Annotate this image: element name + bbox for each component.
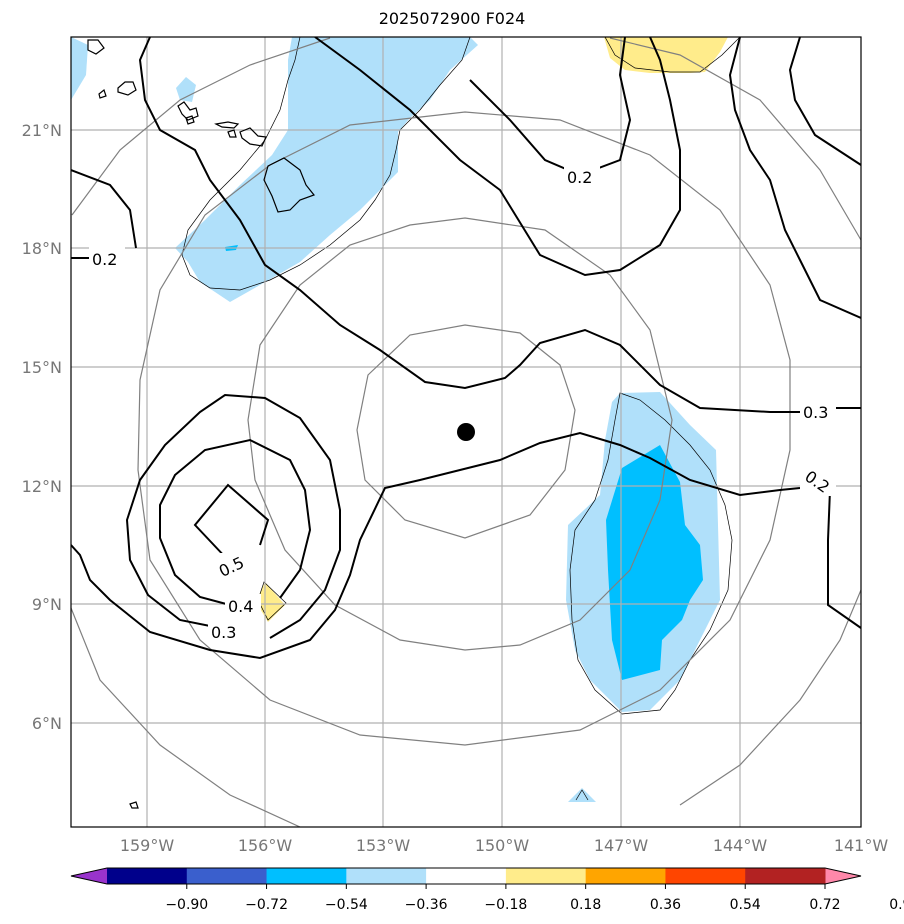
lat-label: 21°N: [22, 121, 62, 140]
plot-frame: [70, 36, 862, 828]
contour-label-backgrounds: [89, 164, 836, 642]
colorbar-tick-label: −0.90: [165, 897, 208, 913]
lat-label: 6°N: [32, 714, 62, 733]
negative-anomaly-area-small: [176, 77, 196, 102]
negative-anomaly-area-bottom: [568, 788, 596, 802]
lat-label: 12°N: [22, 477, 62, 496]
lat-label: 15°N: [22, 358, 62, 377]
colorbar-segment: [585, 868, 666, 884]
medium-anomaly-area-east: [606, 445, 703, 680]
lon-label: 150°W: [475, 836, 530, 855]
lon-label: 156°W: [238, 836, 293, 855]
coastlines: [87, 39, 315, 809]
colorbar-ticks: −0.90 −0.72 −0.54 −0.36 −0.18 0.18 0.36 0.54 0.7…: [165, 884, 904, 913]
contours: [71, 37, 861, 660]
colorbar-extend-high: [825, 868, 861, 884]
colorbar-segment: [426, 868, 507, 884]
lon-label: 153°W: [356, 836, 411, 855]
storm-center-marker: [457, 423, 475, 441]
lat-label: 18°N: [22, 239, 62, 258]
lon-label: 159°W: [120, 836, 175, 855]
contour-label: 0.2: [92, 250, 117, 269]
latitude-labels: 21°N 18°N 15°N 12°N 9°N 6°N: [22, 121, 62, 733]
colorbar-segment: [665, 868, 746, 884]
colorbar-tick-label: 0.54: [730, 897, 761, 913]
longitude-labels: 159°W 156°W 153°W 150°W 147°W 144°W 141°…: [120, 836, 889, 855]
colorbar-segment: [346, 868, 427, 884]
colorbar-tick-label: −0.72: [245, 897, 288, 913]
colorbar-segment: [107, 868, 188, 884]
colorbar-outline: [70, 867, 862, 885]
colorbar-tick-label: 0.72: [809, 897, 840, 913]
colorbar-tick-label: −0.36: [405, 897, 448, 913]
colorbar-segment: [266, 868, 347, 884]
contour-label: 0.3: [803, 403, 828, 422]
colorbar-segment: [745, 868, 826, 884]
colorbar-tick-label: 0.90: [889, 897, 904, 913]
positive-anomaly-area-south: [256, 582, 285, 622]
colorbar-tick-label: −0.54: [325, 897, 368, 913]
lat-label: 9°N: [32, 595, 62, 614]
lon-label: 147°W: [594, 836, 649, 855]
lon-label: 144°W: [713, 836, 768, 855]
colorbar-tick-label: 0.18: [570, 897, 601, 913]
contour-label: 0.4: [228, 597, 253, 616]
colorbar-segments: [107, 868, 826, 884]
colorbar-extend-low: [71, 868, 107, 884]
lon-label: 141°W: [834, 836, 889, 855]
colorbar-tick-label: −0.18: [484, 897, 527, 913]
contour-label: 0.3: [211, 623, 236, 642]
range-rings: [71, 37, 861, 827]
negative-anomaly-area-corner: [71, 37, 88, 100]
colorbar-tick-label: 0.36: [650, 897, 681, 913]
contour-label: 0.2: [567, 168, 592, 187]
map-title: 2025072900 F024: [378, 9, 526, 28]
colorbar: −0.90 −0.72 −0.54 −0.36 −0.18 0.18 0.36 0.54 0.7…: [70, 867, 904, 913]
colorbar-segment: [186, 868, 268, 884]
colorbar-segment: [505, 868, 587, 884]
